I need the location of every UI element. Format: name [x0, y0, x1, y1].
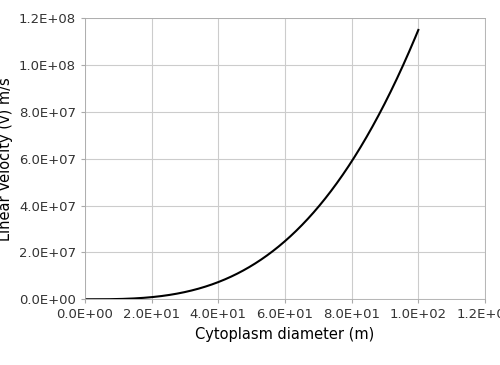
X-axis label: Cytoplasm diameter (m): Cytoplasm diameter (m): [196, 327, 374, 342]
Y-axis label: Linear Velocity (v) m/s: Linear Velocity (v) m/s: [0, 77, 14, 241]
